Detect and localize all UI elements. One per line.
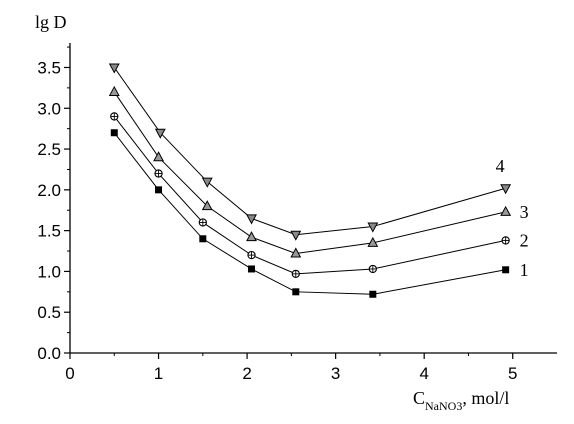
data-point: [290, 230, 302, 241]
series-line: [113, 91, 506, 254]
x-axis-title-unit: , mol/l: [462, 388, 509, 408]
axes: [69, 43, 557, 354]
x-axis-title-main: C: [413, 388, 425, 408]
data-point: [502, 266, 510, 274]
series-label-1: 1: [520, 260, 529, 280]
data-point: [199, 235, 207, 243]
data-point: [291, 269, 300, 279]
x-tick-label: 4: [419, 364, 428, 383]
data-point: [247, 250, 256, 260]
x-tick-label: 3: [331, 364, 340, 383]
series-4: [108, 63, 512, 241]
data-series: [108, 63, 512, 298]
data-point: [198, 218, 207, 227]
data-point: [367, 222, 379, 233]
data-point: [154, 128, 166, 139]
data-point: [155, 186, 163, 194]
data-point: [248, 265, 256, 273]
series-line: [113, 67, 506, 236]
series-line: [113, 116, 506, 275]
x-tick-label: 5: [508, 364, 517, 383]
y-tick-label: 0.5: [37, 303, 61, 322]
x-tick-label: 2: [242, 364, 251, 383]
y-axis-title: lg D: [35, 12, 67, 32]
y-tick-label: 1.0: [37, 262, 61, 281]
data-point: [290, 247, 302, 258]
series-label-4: 4: [496, 156, 505, 176]
data-point: [108, 85, 120, 96]
y-ticks: 0.0 0.5 1.0 1.5 2.0 2.5 3.0 3.5: [37, 46, 70, 363]
y-tick-label: 2.5: [37, 140, 61, 159]
data-point: [153, 151, 164, 162]
data-point: [500, 184, 512, 195]
data-point: [501, 236, 510, 245]
data-point: [368, 264, 377, 274]
data-point: [110, 112, 119, 121]
data-point: [292, 288, 300, 296]
data-point: [108, 63, 120, 74]
x-tick-label: 1: [154, 364, 163, 383]
y-tick-label: 0.0: [37, 344, 61, 363]
x-axis-title: CNaNO3, mol/l: [413, 388, 509, 413]
series-label-3: 3: [520, 202, 529, 222]
x-tick-label: 0: [65, 364, 74, 383]
y-tick-label: 1.5: [37, 222, 61, 241]
data-point: [369, 290, 377, 298]
series-3: [108, 85, 512, 258]
y-tick-label: 3.5: [37, 58, 61, 77]
series-1: [110, 129, 510, 298]
y-tick-label: 2.0: [37, 181, 61, 200]
y-tick-label: 3.0: [37, 99, 61, 118]
series-label-2: 2: [520, 230, 529, 250]
data-point: [201, 177, 213, 188]
data-point: [500, 205, 512, 216]
data-point: [367, 236, 379, 247]
data-point: [201, 200, 213, 211]
x-ticks: 0 1 2 3 4 5: [65, 353, 517, 383]
series-2: [110, 112, 510, 279]
data-point: [110, 129, 118, 137]
series-labels: 1 2 3 4: [496, 156, 529, 280]
data-point: [246, 231, 257, 242]
data-point: [154, 169, 163, 178]
series-line: [113, 132, 506, 295]
data-point: [246, 214, 257, 225]
x-axis-title-subscript: NaNO3: [425, 399, 462, 413]
